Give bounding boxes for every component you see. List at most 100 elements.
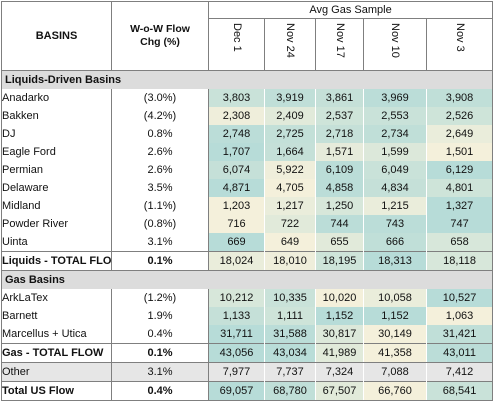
- basin-label: ArkLaTex: [1, 289, 112, 307]
- wow-change-header: W-o-W Flow Chg (%): [111, 1, 209, 71]
- table-row: Uinta 3.1% 669 649 655 666 658: [1, 233, 493, 252]
- value-cell: 31,711: [208, 325, 265, 344]
- date-header-wrap: Dec 1: [210, 19, 264, 70]
- value-cell: 3,919: [264, 89, 316, 107]
- value-cell: 18,195: [315, 251, 364, 271]
- header-row-top: BASINS W-o-W Flow Chg (%) Avg Gas Sample: [1, 1, 493, 71]
- section-row: Gas Basins: [0, 270, 493, 289]
- table-row: Powder River (0.8%) 716 722 744 743 747: [1, 215, 493, 233]
- value-cell: 30,149: [363, 325, 427, 344]
- value-cell: 1,501: [425, 143, 493, 161]
- value-cell: 655: [315, 233, 364, 252]
- value-cell: 43,056: [208, 343, 265, 363]
- value-cell: 10,020: [315, 289, 364, 307]
- wow-change-cell: 0.8%: [111, 125, 209, 143]
- wow-change-cell: 0.4%: [111, 381, 209, 401]
- basin-label: Anadarko: [1, 89, 112, 107]
- value-cell: 1,063: [425, 307, 493, 325]
- basin-label: Powder River: [1, 215, 112, 233]
- value-cell: 6,049: [363, 161, 427, 179]
- table-row: Delaware 3.5% 4,871 4,705 4,858 4,834 4,801: [1, 179, 493, 197]
- date-header-3: Nov 10: [363, 18, 427, 71]
- value-cell: 18,010: [264, 251, 316, 271]
- basin-label: Gas - TOTAL FLOW: [1, 343, 112, 363]
- wow-change-cell: (4.2%): [111, 107, 209, 125]
- value-cell: 68,541: [425, 381, 493, 401]
- avg-gas-sample-header: Avg Gas Sample: [207, 1, 493, 19]
- value-cell: 5,922: [264, 161, 316, 179]
- wow-change-cell: 3.1%: [111, 362, 209, 382]
- basin-label: Total US Flow: [1, 381, 112, 401]
- date-header-4: Nov 3: [425, 18, 493, 71]
- table-row: Eagle Ford 2.6% 1,707 1,664 1,571 1,599 1,501: [1, 143, 493, 161]
- date-label: Nov 24: [284, 23, 296, 58]
- value-cell: 1,327: [425, 197, 493, 215]
- date-header-wrap: Nov 3: [428, 19, 492, 70]
- date-header-1: Nov 24: [264, 18, 316, 71]
- wow-change-cell: (0.8%): [111, 215, 209, 233]
- date-label: Dec 1: [230, 23, 243, 52]
- basin-label: Eagle Ford: [1, 143, 112, 161]
- value-cell: 4,858: [315, 179, 364, 197]
- value-cell: 1,152: [315, 307, 364, 325]
- value-cell: 41,989: [315, 343, 364, 363]
- wow-change-cell: (1.2%): [111, 289, 209, 307]
- value-cell: 69,057: [208, 381, 265, 401]
- date-header-0: Dec 1: [208, 18, 265, 71]
- value-cell: 68,780: [264, 381, 316, 401]
- value-cell: 1,111: [264, 307, 316, 325]
- value-cell: 31,421: [425, 325, 493, 344]
- value-cell: 743: [363, 215, 427, 233]
- table-row: Bakken (4.2%) 2,308 2,409 2,537 2,553 2,526: [1, 107, 493, 125]
- wow-change-cell: 2.6%: [111, 143, 209, 161]
- value-cell: 6,129: [425, 161, 493, 179]
- value-cell: 3,969: [363, 89, 427, 107]
- wow-change-cell: (3.0%): [111, 89, 209, 107]
- value-cell: 4,705: [264, 179, 316, 197]
- basin-label: Delaware: [1, 179, 112, 197]
- value-cell: 30,817: [315, 325, 364, 344]
- value-cell: 2,718: [315, 125, 364, 143]
- value-cell: 66,760: [363, 381, 427, 401]
- wow-change-cell: (1.1%): [111, 197, 209, 215]
- value-cell: 6,074: [208, 161, 265, 179]
- value-cell: 1,152: [363, 307, 427, 325]
- value-cell: 10,212: [208, 289, 265, 307]
- date-label: Nov 10: [389, 23, 401, 58]
- date-header-row: Dec 1 Nov 24 Nov 17 Nov 10 Nov 3: [2, 18, 493, 71]
- value-cell: 666: [363, 233, 427, 252]
- value-cell: 10,058: [363, 289, 427, 307]
- table-row: Barnett 1.9% 1,133 1,111 1,152 1,152 1,063: [1, 307, 493, 325]
- value-cell: 1,215: [363, 197, 427, 215]
- basin-label: Midland: [1, 197, 112, 215]
- value-cell: 43,034: [264, 343, 316, 363]
- date-label: Nov 17: [333, 23, 346, 58]
- value-cell: 3,908: [425, 89, 493, 107]
- section-label: Gas Basins: [0, 270, 493, 289]
- value-cell: 722: [264, 215, 316, 233]
- value-cell: 7,088: [363, 362, 427, 382]
- basin-label: Permian: [1, 161, 112, 179]
- table-row: ArkLaTex (1.2%) 10,212 10,335 10,020 10,058 10…: [1, 289, 493, 307]
- date-header-wrap: Nov 24: [266, 19, 315, 70]
- wow-change-cell: 1.9%: [111, 307, 209, 325]
- value-cell: 2,725: [264, 125, 316, 143]
- value-cell: 7,412: [425, 362, 493, 382]
- value-cell: 67,507: [315, 381, 364, 401]
- wow-change-cell: 0.4%: [111, 325, 209, 344]
- value-cell: 1,664: [264, 143, 316, 161]
- value-cell: 41,358: [363, 343, 427, 363]
- value-cell: 3,861: [315, 89, 364, 107]
- value-cell: 2,734: [363, 125, 427, 143]
- value-cell: 2,537: [315, 107, 364, 125]
- value-cell: 2,649: [425, 125, 493, 143]
- basin-label: Barnett: [1, 307, 112, 325]
- section-label: Liquids-Driven Basins: [0, 70, 493, 89]
- table-row: Marcellus + Utica 0.4% 31,711 31,588 30,817 3…: [1, 325, 493, 344]
- wow-change-cell: 3.1%: [111, 233, 209, 252]
- table-row: Anadarko (3.0%) 3,803 3,919 3,861 3,969 3,908: [1, 89, 493, 107]
- date-label: Nov 3: [453, 23, 466, 52]
- value-cell: 716: [208, 215, 265, 233]
- wow-change-cell: 0.1%: [111, 251, 209, 271]
